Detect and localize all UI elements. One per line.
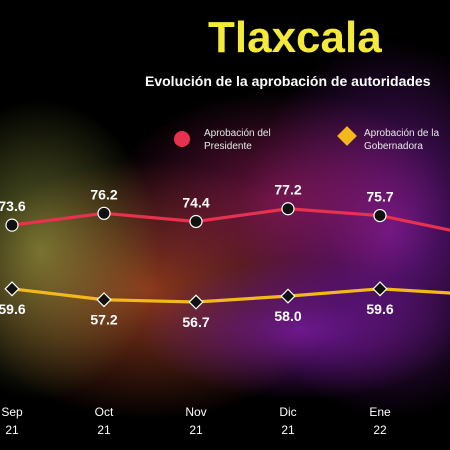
x-tick-year-2: 21 [189, 423, 203, 437]
x-tick-year-1: 21 [97, 423, 111, 437]
data-label-presidente-3: 77.2 [274, 182, 301, 198]
data-point-gobernadora-2 [188, 294, 204, 310]
x-tick-month-2: Nov [185, 405, 206, 419]
data-label-presidente-0: 73.6 [0, 198, 26, 214]
data-label-gobernadora-4: 59.6 [366, 301, 393, 317]
series-line-gobernadora [11, 287, 450, 304]
data-label-gobernadora-1: 57.2 [90, 312, 117, 328]
legend-label-gobernadora: Aprobación de la Gobernadora [364, 128, 440, 152]
data-point-presidente-2 [189, 214, 203, 229]
data-label-presidente-1: 76.2 [90, 186, 117, 202]
data-label-gobernadora-3: 58.0 [274, 308, 301, 324]
legend-marker-gobernadora [337, 126, 357, 146]
data-point-gobernadora-3 [280, 288, 296, 304]
background-smoke [0, 40, 450, 420]
data-point-presidente-0 [5, 218, 19, 232]
x-tick-month-1: Oct [95, 405, 114, 419]
x-tick-year-4: 22 [373, 423, 387, 437]
x-tick-month-4: Ene [369, 405, 391, 419]
plot-area: 73.6 76.2 74.4 77.2 75.7 59.6 57.2 56.7 58.0 59.6… [0, 182, 450, 437]
data-point-gobernadora-1 [96, 292, 112, 308]
chart-title: Tlaxcala [208, 13, 382, 62]
data-point-gobernadora-0 [4, 281, 20, 297]
data-label-presidente-4: 75.7 [366, 189, 393, 205]
data-point-presidente-3 [281, 202, 295, 216]
data-label-gobernadora-2: 56.7 [182, 314, 209, 330]
data-point-gobernadora-4 [372, 281, 388, 297]
data-label-gobernadora-0: 59.6 [0, 301, 26, 317]
data-label-presidente-2: 74.4 [182, 194, 209, 210]
legend-marker-presidente [174, 131, 190, 147]
legend-label-presidente: Aprobación del Presidente [204, 128, 271, 152]
x-tick-month-3: Dic [279, 405, 296, 419]
data-point-presidente-1 [97, 206, 111, 220]
x-tick-month-0: Sep [1, 405, 23, 419]
chart-subtitle: Evolución de la aprobación de autoridade… [145, 73, 431, 89]
data-point-presidente-4 [373, 208, 387, 223]
x-tick-year-3: 21 [281, 423, 295, 437]
series-line-presidente [11, 207, 450, 232]
x-tick-year-0: 21 [5, 423, 19, 437]
